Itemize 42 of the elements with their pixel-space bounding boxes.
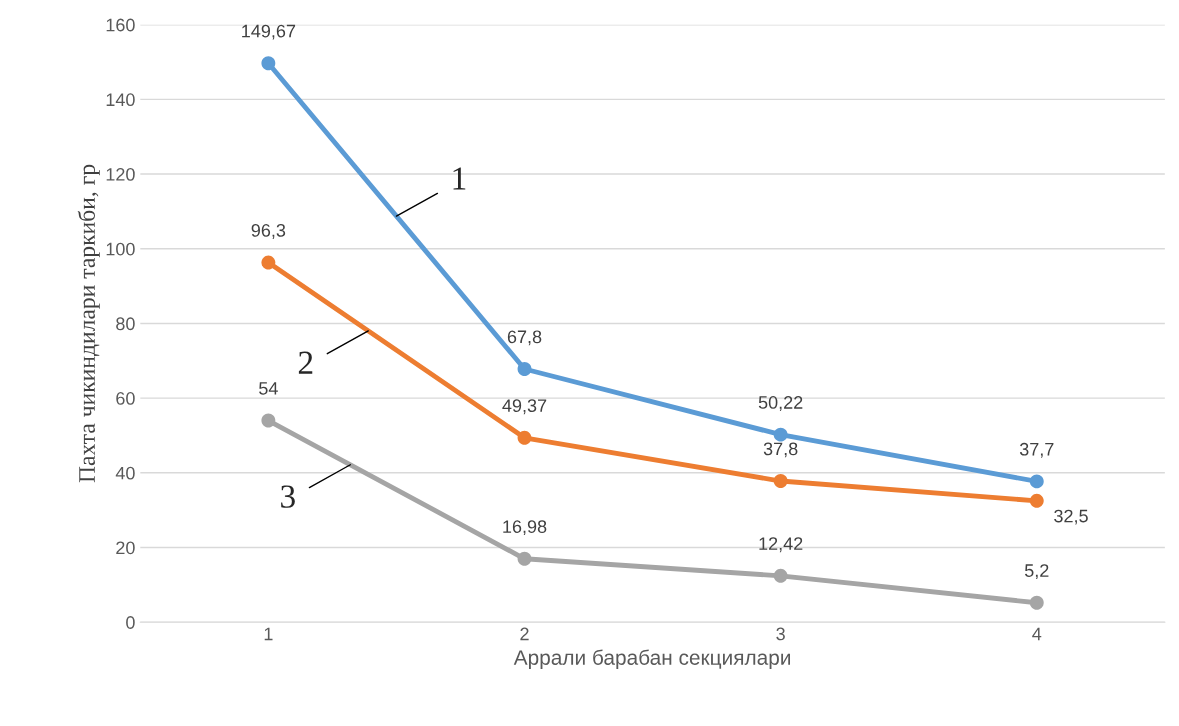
y-tick-label: 80 — [116, 317, 135, 331]
data-label: 54 — [259, 382, 278, 395]
y-tick-label: 140 — [106, 93, 135, 107]
point — [773, 568, 788, 583]
data-label: 5,2 — [1024, 564, 1049, 580]
data-label: 37,7 — [1019, 442, 1054, 458]
data-label: 12,42 — [759, 537, 803, 553]
point — [773, 474, 788, 488]
point — [517, 430, 532, 445]
x-axis-title: Аррали барабан секциялари — [513, 649, 791, 670]
point — [1029, 493, 1044, 508]
data-label: 49,37 — [502, 399, 547, 415]
point — [1029, 474, 1044, 489]
x-tick-label: 3 — [776, 627, 785, 641]
point — [773, 427, 788, 442]
data-label: 96,3 — [251, 223, 286, 239]
y-tick-label: 100 — [106, 242, 135, 256]
y-tick-label: 20 — [116, 541, 135, 555]
y-tick-label: 160 — [106, 18, 135, 32]
x-tick-label: 2 — [520, 627, 529, 641]
series-label: 1 — [453, 167, 466, 190]
x-tick-label: 4 — [1032, 627, 1042, 641]
point — [517, 362, 532, 376]
y-tick-label: 40 — [115, 466, 135, 480]
point — [1029, 595, 1044, 610]
point — [261, 413, 276, 428]
point — [261, 255, 276, 270]
point — [517, 551, 532, 566]
series-label: 3 — [281, 485, 295, 508]
data-label: 149,67 — [242, 24, 296, 40]
y-axis-title: Пахта чикиндилари таркиби, гр — [77, 164, 100, 483]
y-tick-label: 120 — [106, 167, 135, 181]
data-label: 32,5 — [1054, 509, 1088, 525]
x-tick-label: 1 — [264, 627, 273, 641]
y-tick-label: 0 — [126, 616, 135, 629]
point — [261, 56, 276, 71]
data-label: 50,22 — [758, 396, 803, 411]
data-label: 67,8 — [507, 330, 542, 346]
data-label: 16,98 — [503, 520, 547, 536]
y-tick-label: 60 — [116, 392, 135, 405]
series-label: 2 — [298, 351, 313, 374]
data-label: 37,8 — [763, 442, 798, 458]
